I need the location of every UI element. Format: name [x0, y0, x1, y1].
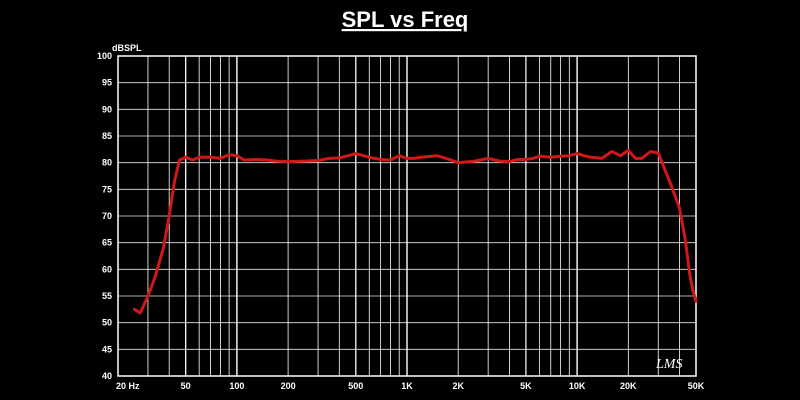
- y-tick-label: 65: [102, 238, 112, 248]
- y-axis-label: dBSPL: [112, 43, 142, 53]
- y-tick-label: 85: [102, 131, 112, 141]
- x-tick-label: 500: [348, 381, 363, 391]
- spl-series-line: [133, 148, 698, 315]
- x-tick-label: 200: [281, 381, 296, 391]
- y-tick-label: 60: [102, 264, 112, 274]
- x-tick-label: 50: [181, 381, 191, 391]
- lms-watermark: LMS: [655, 357, 682, 372]
- grid-lines: [118, 56, 696, 376]
- x-tick-label: 50K: [688, 381, 705, 391]
- x-tick-label: 2K: [452, 381, 464, 391]
- x-axis-ticks: 20 Hz 50 100 200 500 1K 2K 5K 10K 20K 50K: [116, 381, 705, 391]
- y-tick-label: 95: [102, 78, 112, 88]
- y-tick-label: 75: [102, 184, 112, 194]
- y-tick-label: 70: [102, 211, 112, 221]
- x-tick-label: 5K: [520, 381, 532, 391]
- y-tick-label: 40: [102, 371, 112, 381]
- x-tick-label: 10K: [569, 381, 586, 391]
- chart-title: SPL vs Freq: [342, 7, 469, 32]
- x-tick-label: 1K: [401, 381, 413, 391]
- y-tick-label: 55: [102, 291, 112, 301]
- y-axis-ticks: 40 45 50 55 60 65 70 75 80 85 90 95 100: [97, 51, 112, 381]
- series-group: [133, 148, 698, 315]
- y-tick-label: 90: [102, 104, 112, 114]
- x-tick-label: 20K: [620, 381, 637, 391]
- y-tick-label: 80: [102, 158, 112, 168]
- y-tick-label: 50: [102, 318, 112, 328]
- y-tick-label: 100: [97, 51, 112, 61]
- y-tick-label: 45: [102, 344, 112, 354]
- x-tick-label: 20 Hz: [116, 381, 140, 391]
- x-tick-label: 100: [229, 381, 244, 391]
